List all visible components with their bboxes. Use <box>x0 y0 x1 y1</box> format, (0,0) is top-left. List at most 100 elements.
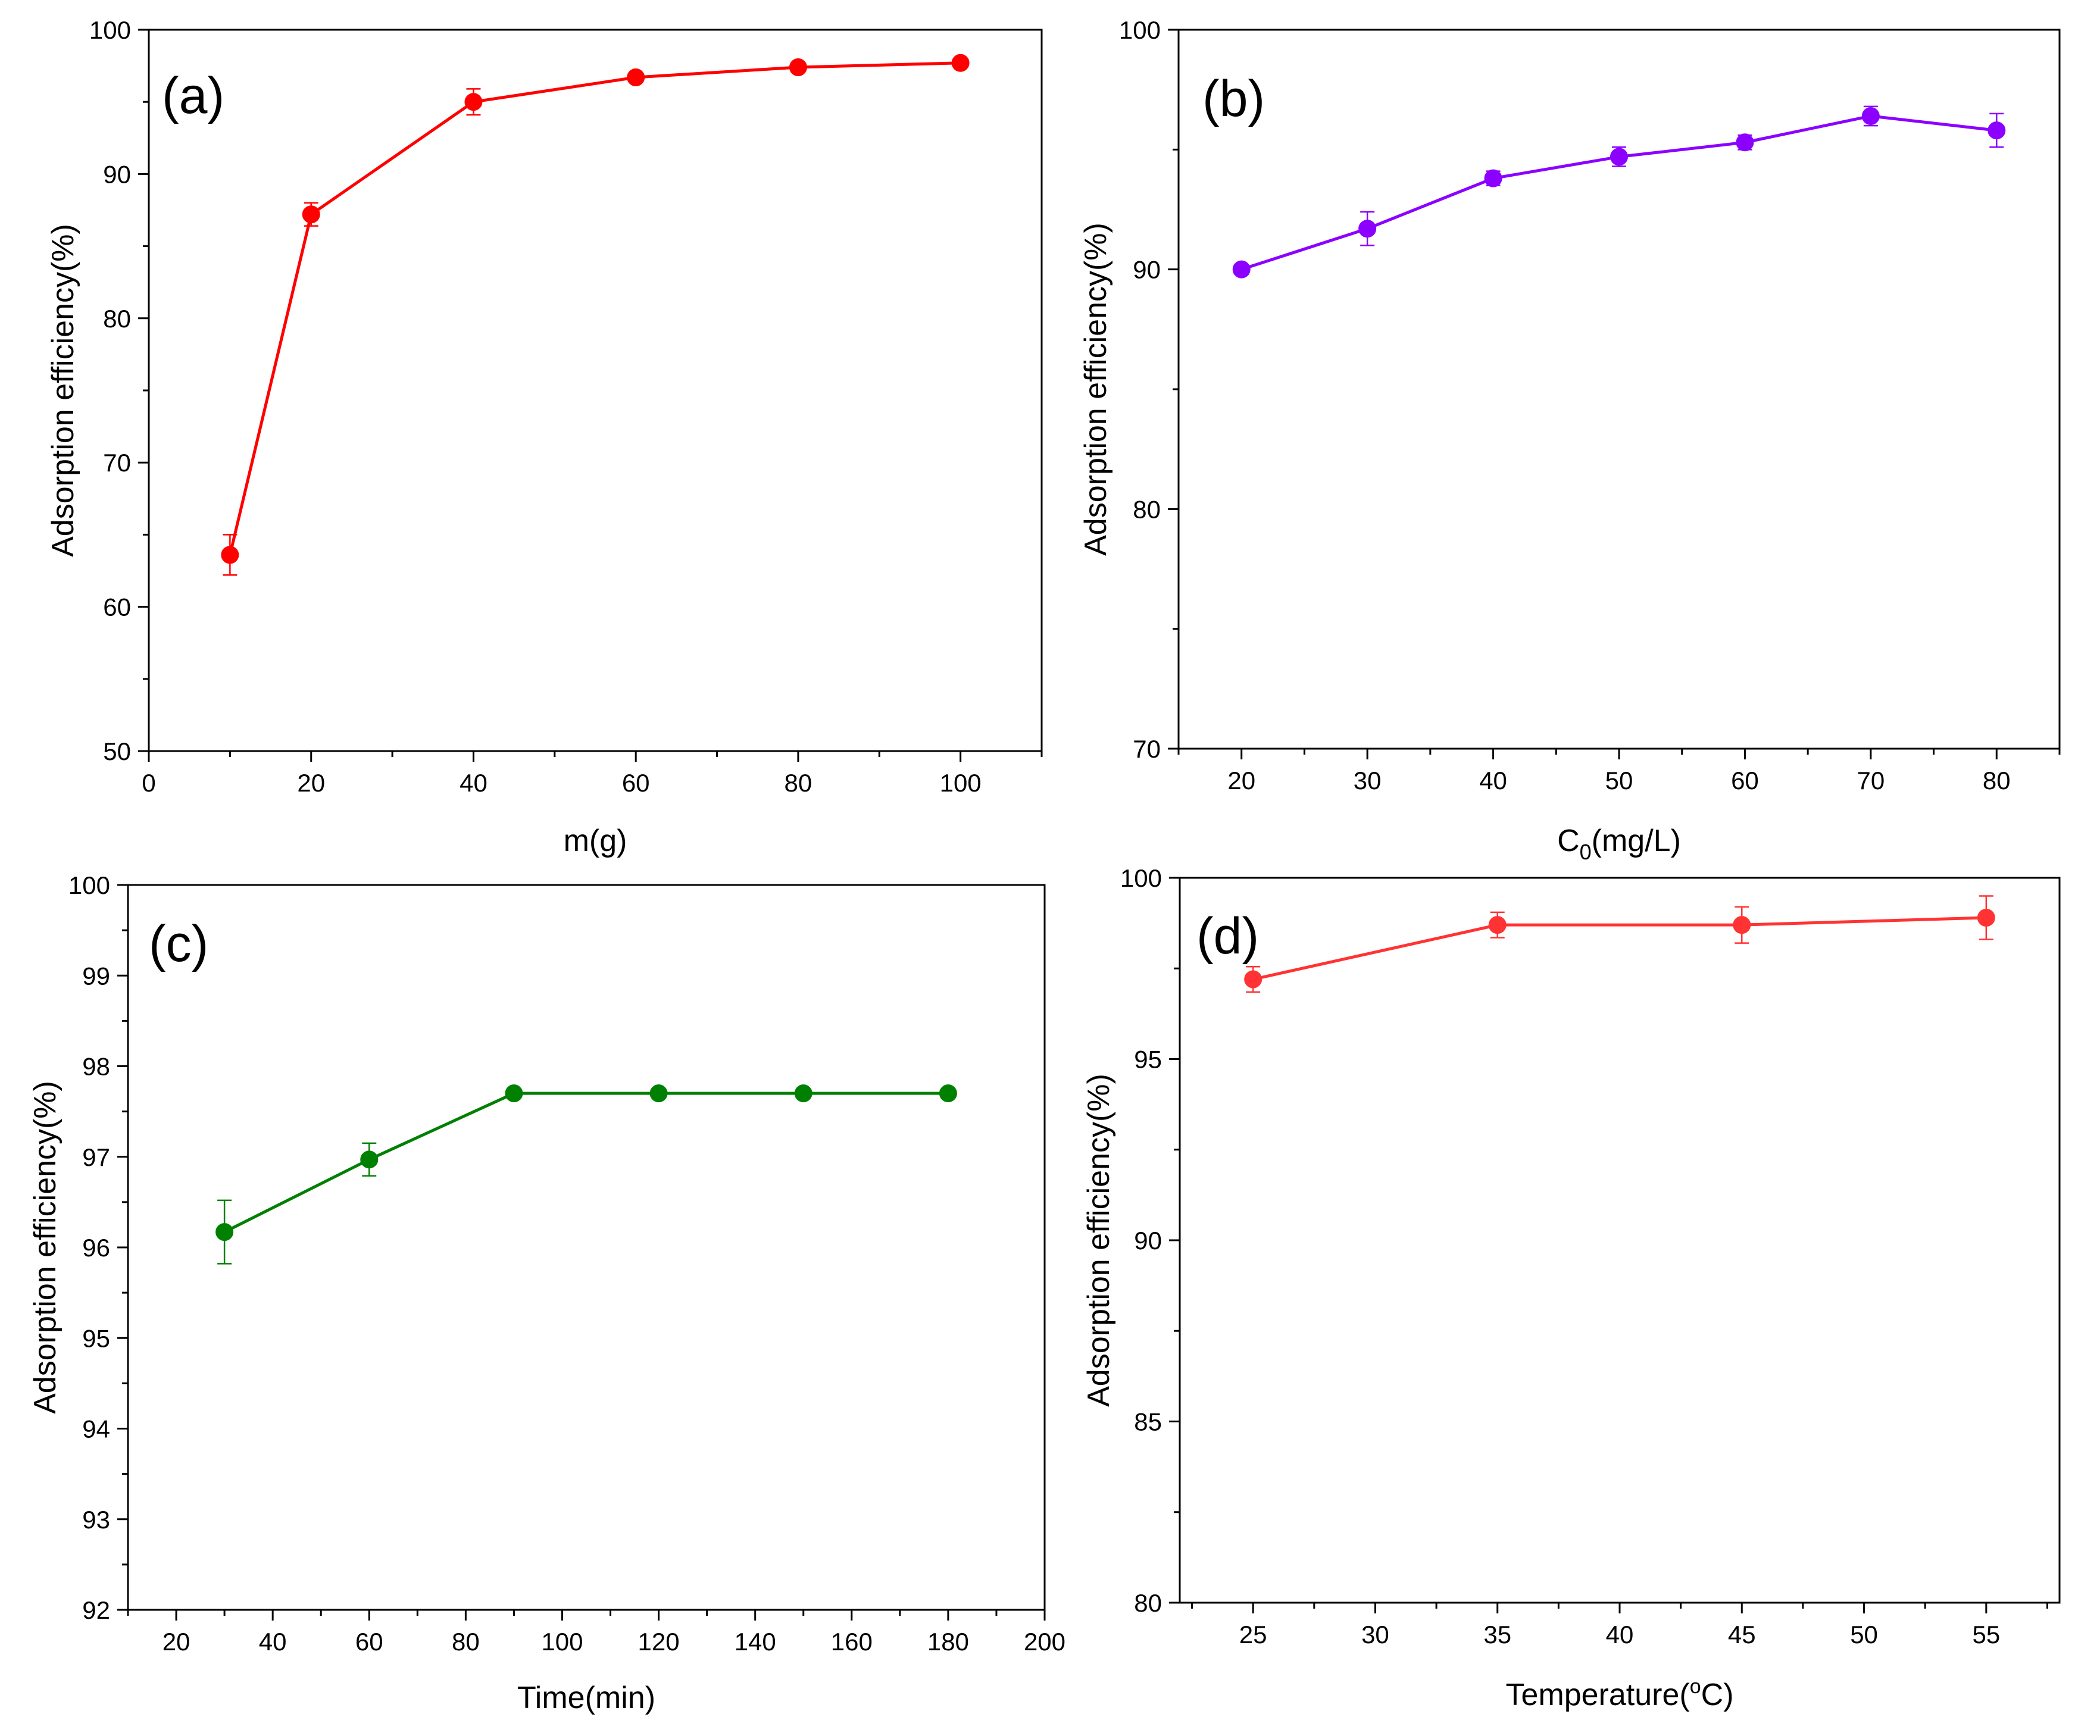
y-tick-label: 92 <box>82 1596 110 1624</box>
y-tick-label: 100 <box>1119 16 1161 44</box>
x-tick-label: 120 <box>638 1628 680 1656</box>
data-point <box>1488 916 1507 934</box>
data-point <box>505 1084 523 1103</box>
x-tick-label: 80 <box>1983 767 2011 795</box>
x-axis-title-main: C <box>1557 824 1580 858</box>
y-tick-label: 99 <box>82 962 110 990</box>
series-line <box>1252 916 1986 981</box>
x-tick-label: 20 <box>297 769 325 797</box>
y-tick-label: 95 <box>1134 1046 1162 1074</box>
y-tick-label: 100 <box>1120 864 1162 892</box>
y-tick-label: 100 <box>89 16 131 44</box>
series-line <box>1240 114 1997 271</box>
plot-frame <box>1179 877 2061 1604</box>
x-axis-title: m(g) <box>564 824 627 858</box>
y-tick-label: 90 <box>103 160 131 188</box>
x-axis-title: Temperature(oC) <box>1505 1675 1733 1712</box>
panel-label: (a) <box>162 67 224 124</box>
x-tick-label: 20 <box>162 1628 190 1656</box>
panel-label: (b) <box>1202 70 1265 127</box>
data-point <box>649 1084 668 1103</box>
plot-frame <box>127 884 1046 1611</box>
x-tick-label: 40 <box>460 769 488 797</box>
y-axis-title: Adsorption efficiency(%) <box>46 224 80 557</box>
series-line <box>228 61 961 555</box>
x-tick-label: 80 <box>785 769 812 797</box>
x-tick-label: 55 <box>1972 1621 2000 1649</box>
data-point <box>1610 148 1628 166</box>
x-axis-title-rest: (mg/L) <box>1592 824 1681 858</box>
data-point <box>1733 916 1751 934</box>
y-tick-label: 70 <box>1133 735 1161 763</box>
chart-panel-d: 25 30 35 40 45 50 55 80 85 90 95 100 Adsorption effi… <box>1082 864 2061 1712</box>
x-tick-label: 140 <box>735 1628 776 1656</box>
x-tick-label: 60 <box>622 769 650 797</box>
data-point <box>1861 107 1880 125</box>
y-tick-label: 100 <box>68 871 110 899</box>
data-point <box>789 58 807 77</box>
plot-frame <box>1177 29 2061 750</box>
x-tick-label: 40 <box>1479 767 1507 795</box>
x-axis-title: Time(min) <box>517 1681 655 1715</box>
x-tick-label: 60 <box>355 1628 383 1656</box>
data-point <box>302 205 320 224</box>
chart-panel-a: 0 20 40 60 80 100 50 60 70 80 90 100 Adsorption effi… <box>46 16 1043 858</box>
y-tick-label: 90 <box>1134 1227 1162 1255</box>
y-tick-label: 93 <box>82 1506 110 1534</box>
data-point <box>1484 169 1502 187</box>
x-axis-title-main: Temperature( <box>1505 1678 1690 1712</box>
x-tick-label: 20 <box>1227 767 1255 795</box>
plot-frame <box>148 29 1043 752</box>
y-axis-title: Adsorption efficiency(%) <box>1082 1074 1116 1407</box>
x-tick-label: 35 <box>1483 1621 1511 1649</box>
panel-label: (c) <box>149 915 208 972</box>
y-tick-label: 70 <box>103 449 131 477</box>
data-point <box>221 546 239 564</box>
y-tick-label: 80 <box>1133 495 1161 523</box>
x-axis-title-rest: C) <box>1701 1678 1734 1712</box>
y-axis-title: Adsorption efficiency(%) <box>1079 223 1113 556</box>
x-tick-label: 80 <box>452 1628 480 1656</box>
x-tick-label: 50 <box>1605 767 1633 795</box>
x-tick-label: 0 <box>142 769 155 797</box>
data-point <box>360 1150 379 1169</box>
y-tick-label: 60 <box>103 593 131 621</box>
x-tick-label: 30 <box>1361 1621 1389 1649</box>
x-axis-title-main: m(g) <box>564 824 627 858</box>
y-tick-label: 95 <box>82 1324 110 1352</box>
x-tick-label: 70 <box>1857 767 1885 795</box>
data-point <box>1977 908 1995 927</box>
panel-label: (d) <box>1196 908 1259 965</box>
data-point <box>1358 220 1377 238</box>
data-point <box>939 1084 957 1103</box>
x-tick-label: 200 <box>1024 1628 1065 1656</box>
y-axis-title: Adsorption efficiency(%) <box>28 1081 62 1414</box>
data-point <box>1736 133 1754 152</box>
x-tick-label: 60 <box>1731 767 1759 795</box>
x-tick-label: 40 <box>259 1628 287 1656</box>
x-axis-title-superscript: o <box>1690 1675 1701 1698</box>
x-tick-label: 100 <box>940 769 982 797</box>
y-tick-label: 94 <box>82 1415 110 1443</box>
data-point <box>627 68 645 86</box>
x-tick-label: 30 <box>1354 767 1382 795</box>
data-point <box>951 54 970 72</box>
x-axis-title-main: Time(min) <box>517 1681 655 1715</box>
y-tick-label: 90 <box>1133 256 1161 284</box>
x-axis-title-subscript: 0 <box>1580 840 1592 864</box>
data-point <box>1232 260 1251 279</box>
y-tick-label: 80 <box>1134 1589 1162 1617</box>
chart-panel-c: 20 40 60 80 100 120 140 160 180 200 92 93 94 95 96 97 98… <box>28 871 1065 1715</box>
y-tick-label: 80 <box>103 305 131 333</box>
series-line <box>223 1091 948 1234</box>
chart-panel-b: 20 30 40 50 60 70 80 70 80 90 100 Adsorption effici… <box>1079 16 2061 864</box>
y-tick-label: 98 <box>82 1053 110 1081</box>
y-tick-label: 50 <box>103 737 131 765</box>
x-tick-label: 25 <box>1239 1621 1267 1649</box>
x-tick-label: 50 <box>1850 1621 1878 1649</box>
x-tick-label: 160 <box>831 1628 873 1656</box>
x-tick-label: 45 <box>1728 1621 1756 1649</box>
y-tick-label: 85 <box>1134 1408 1162 1436</box>
x-tick-label: 100 <box>541 1628 583 1656</box>
